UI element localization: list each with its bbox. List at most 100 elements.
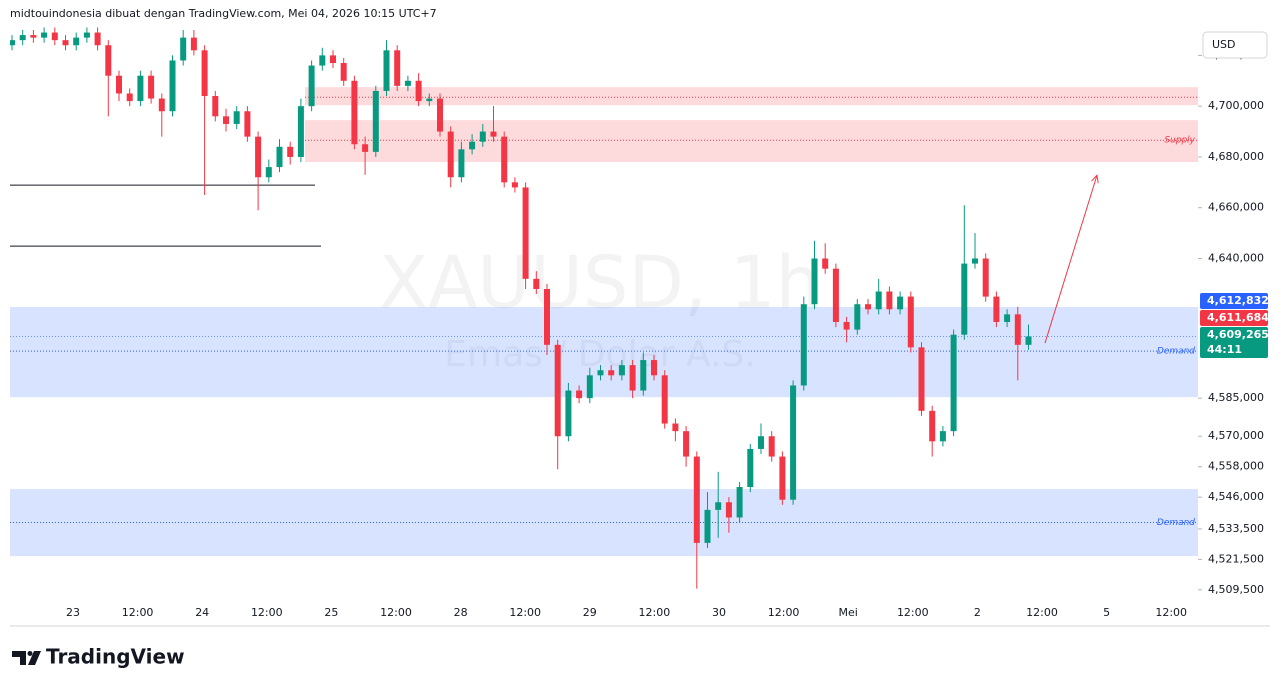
- candle-body: [330, 55, 336, 64]
- candle-body: [982, 258, 989, 297]
- header: midtouindonesia dibuat dengan TradingVie…: [10, 7, 437, 20]
- candle-body: [362, 144, 369, 152]
- x-tick-label: Mei: [839, 606, 858, 619]
- candle-body: [94, 32, 101, 46]
- candle-body: [758, 436, 764, 449]
- countdown: 44:11: [1207, 343, 1242, 356]
- candle-body: [683, 431, 690, 457]
- zone-label: Demand: [1157, 347, 1195, 357]
- candle-body: [212, 96, 219, 117]
- candle-body: [875, 291, 882, 310]
- candle-body: [950, 334, 957, 432]
- candle-body: [490, 131, 497, 137]
- candle-body: [469, 141, 476, 150]
- x-tick-label: 12:00: [122, 606, 154, 619]
- candle-body: [73, 37, 80, 46]
- y-tick-label: 4,509,500: [1208, 583, 1264, 596]
- candle-body: [640, 360, 647, 391]
- price-badge-label: 4,611,684: [1207, 311, 1269, 324]
- candle-body: [447, 131, 454, 178]
- candle-body: [725, 502, 732, 518]
- candle-body: [458, 149, 465, 178]
- candle-body: [576, 390, 583, 399]
- candle-body: [897, 296, 904, 310]
- currency[interactable]: USD: [1212, 38, 1236, 51]
- candle-body: [511, 182, 518, 188]
- candle-body: [972, 258, 978, 264]
- candle-body: [30, 35, 37, 38]
- x-tick-label: 28: [454, 606, 468, 619]
- candle-body: [800, 304, 807, 386]
- zone: [305, 87, 1198, 106]
- candle-body: [811, 258, 818, 305]
- candle-body: [918, 347, 925, 411]
- candle-body: [51, 32, 58, 41]
- candle-body: [62, 40, 69, 46]
- candle-body: [351, 80, 358, 145]
- zone-label: Demand: [1157, 518, 1195, 528]
- x-tick-label: 2: [974, 606, 981, 619]
- y-tick-label: 4,558,000: [1208, 460, 1264, 473]
- candle-body: [554, 344, 561, 437]
- candle-body: [672, 423, 679, 432]
- candle-body: [41, 32, 48, 38]
- arrow-head: [1091, 174, 1099, 184]
- candle-body: [886, 291, 893, 310]
- candle-body: [768, 436, 775, 457]
- candle-body: [265, 167, 272, 178]
- currency-button[interactable]: [1202, 31, 1268, 59]
- zone: [10, 307, 1198, 398]
- candle-body: [158, 98, 165, 112]
- price-badge-label: 4,612,832: [1207, 294, 1269, 307]
- y-tick-label: 4,546,000: [1208, 490, 1264, 503]
- candle-body: [308, 65, 315, 107]
- candle-body: [618, 365, 625, 376]
- x-tick-label: 30: [712, 606, 726, 619]
- candle-body: [522, 187, 529, 279]
- candle-body: [383, 50, 390, 91]
- candle-body: [1014, 314, 1021, 345]
- candle-body: [404, 80, 411, 86]
- candle-body: [287, 146, 294, 157]
- candle-body: [747, 448, 754, 488]
- candle-body: [148, 75, 155, 99]
- candle-body: [854, 304, 861, 330]
- zone: [305, 120, 1198, 163]
- x-tick-label: 12:00: [1155, 606, 1187, 619]
- candle-body: [479, 131, 486, 142]
- candle-body: [319, 55, 326, 66]
- candle-body: [907, 296, 914, 348]
- candle-body: [276, 146, 283, 168]
- y-tick-label: 4,700,000: [1208, 99, 1264, 112]
- candle-body: [693, 456, 700, 543]
- candle-body: [865, 304, 871, 310]
- candle-body: [501, 136, 508, 183]
- candle-body: [822, 258, 829, 269]
- y-tick-label: 4,570,000: [1208, 429, 1264, 442]
- candle-body: [1025, 336, 1032, 345]
- price-badge: [1200, 327, 1268, 358]
- logo-icon: [12, 651, 41, 665]
- y-tick-label: 4,660,000: [1208, 201, 1264, 214]
- y-tick-label: 4,521,500: [1208, 552, 1264, 565]
- candle-body: [255, 136, 262, 178]
- candle-body: [201, 50, 208, 97]
- candle-body: [565, 390, 572, 437]
- y-tick-label: 4,680,000: [1208, 150, 1264, 163]
- candle-body: [223, 116, 229, 124]
- candle-body: [629, 365, 636, 391]
- candle-body: [715, 502, 722, 510]
- candle-body: [651, 360, 657, 376]
- candle-body: [661, 375, 668, 424]
- candle-body: [704, 509, 711, 543]
- candle-body: [832, 268, 839, 322]
- candle-body: [586, 375, 593, 399]
- candle-body: [1004, 314, 1011, 322]
- x-tick-label: 12:00: [251, 606, 283, 619]
- candle-body: [961, 263, 968, 335]
- candle-body: [597, 370, 604, 376]
- candle-body: [426, 98, 433, 102]
- price-badge-label: 4,609,265: [1207, 328, 1269, 341]
- x-tick-label: 24: [195, 606, 209, 619]
